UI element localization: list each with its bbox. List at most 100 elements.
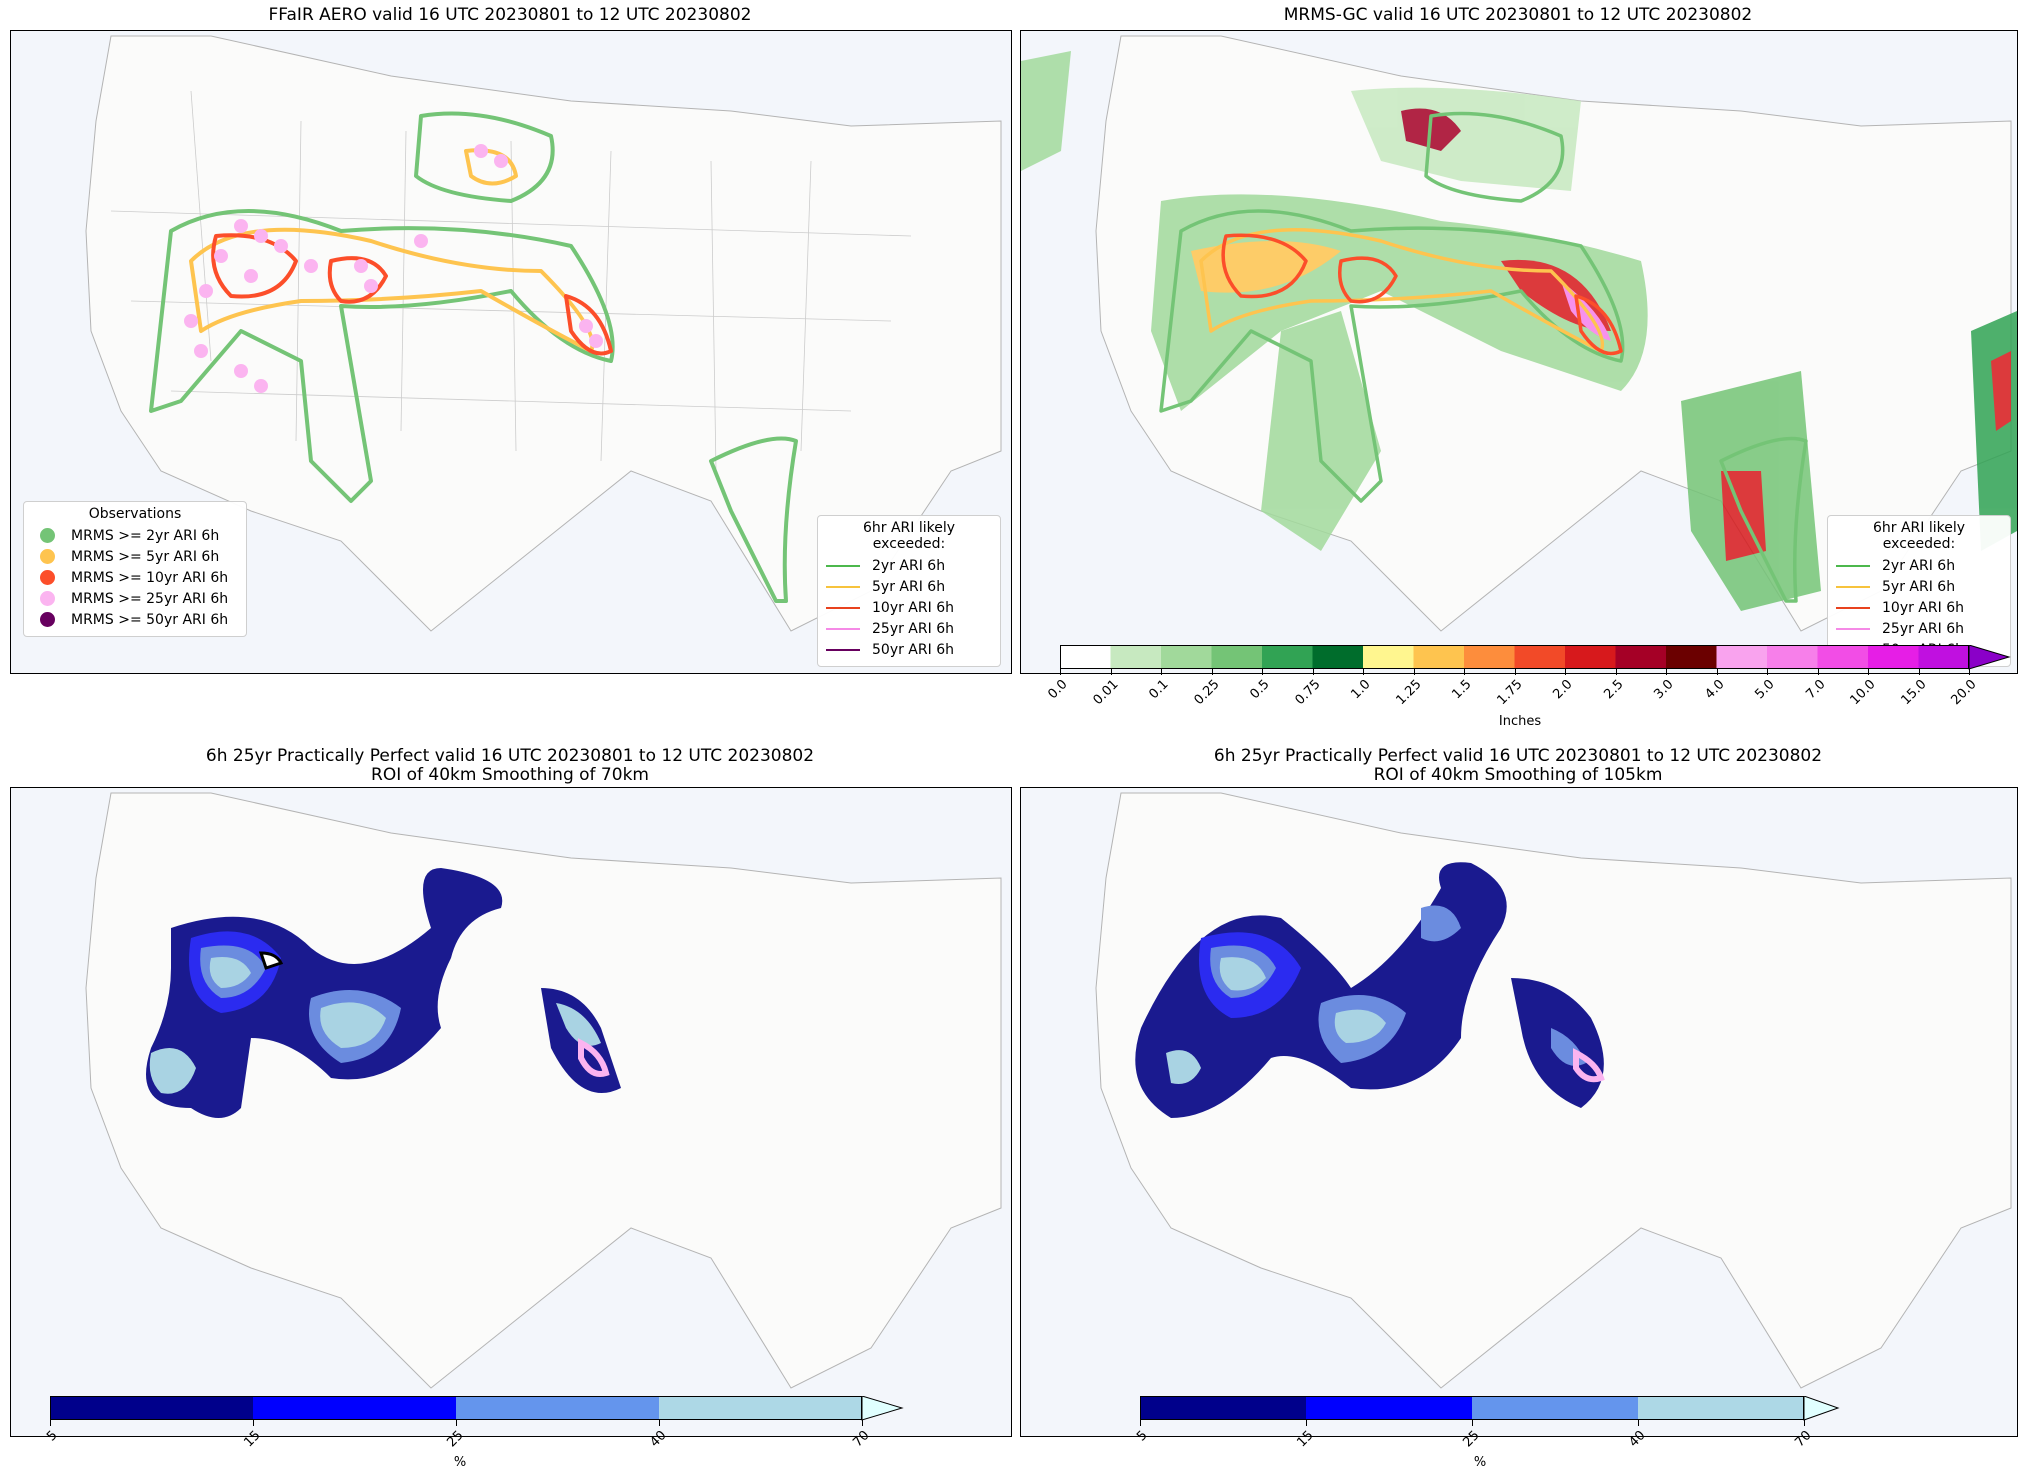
ari-50yr-swatch <box>826 648 860 651</box>
colorbar-segment <box>1140 1396 1306 1420</box>
ari-legend-title: 6hr ARI likely exceeded: <box>1872 520 1966 552</box>
ari-5yr-swatch <box>1836 585 1870 588</box>
colorbar-tick-mark <box>1868 669 1869 675</box>
colorbar-segment <box>1767 645 1818 669</box>
contour-2yr-main <box>149 209 615 503</box>
observations-legend: Observations MRMS >= 2yr ARI 6h MRMS >= … <box>23 501 247 637</box>
colorbar-segment <box>1262 645 1313 669</box>
colorbar-tick-mark <box>1110 669 1112 675</box>
ari-legend-row: 50yr ARI 6h <box>826 639 992 660</box>
ari-legend-label: 5yr ARI 6h <box>872 578 946 595</box>
ari-legend-row: 5yr ARI 6h <box>826 576 992 597</box>
ari-legend-row: 25yr ARI 6h <box>1836 618 2002 639</box>
colorbar-segment <box>1413 645 1464 669</box>
ari-legend-panel-1: 6hr ARI likely exceeded: 2yr ARI 6h 5yr … <box>817 515 1001 667</box>
colorbar-segment <box>1161 645 1212 669</box>
colorbar-tick-mark <box>1472 1420 1473 1426</box>
land-mass <box>85 792 1002 1389</box>
contour-2yr-north <box>1424 111 1565 203</box>
ari-10yr-swatch <box>826 606 860 609</box>
panel-4-title: 6h 25yr Practically Perfect valid 16 UTC… <box>1020 747 2016 785</box>
obs-legend-row: MRMS >= 5yr ARI 6h <box>32 546 238 567</box>
colorbar-tick-mark <box>50 1420 51 1426</box>
ari-legend-label: 25yr ARI 6h <box>872 620 954 637</box>
panel-4-title-line1: 6h 25yr Practically Perfect valid 16 UTC… <box>1213 746 1823 766</box>
colorbar-tick-mark <box>1306 1420 1307 1426</box>
panel-3-title-line1: 6h 25yr Practically Perfect valid 16 UTC… <box>205 746 815 766</box>
mrms-map-svg <box>1021 35 2017 632</box>
colorbar-outline <box>1060 645 1969 669</box>
contour-10yr-c <box>564 294 613 356</box>
contour-10yr-a <box>1221 233 1308 299</box>
pp70-map-svg <box>85 792 1002 1389</box>
ari-2yr-swatch <box>1836 564 1870 567</box>
colorbar-segment <box>1472 1396 1638 1420</box>
precip-colorbar-label: Inches <box>1498 714 1542 729</box>
panel-1-map: Observations MRMS >= 2yr ARI 6h MRMS >= … <box>10 30 1012 674</box>
colorbar-segment <box>1306 1396 1472 1420</box>
obs-25yr-points <box>184 144 603 393</box>
contour-2yr-north <box>414 111 555 203</box>
prob-colorbar-label-panel-3: % <box>453 1455 467 1470</box>
colorbar-tick-mark <box>253 1420 254 1426</box>
colorbar-tick-mark <box>659 1420 660 1426</box>
ari-legend-label: 2yr ARI 6h <box>1882 557 1956 574</box>
ari-legend-label: 50yr ARI 6h <box>872 641 954 658</box>
ari-legend-label: 10yr ARI 6h <box>872 599 954 616</box>
obs-10yr-marker <box>40 570 55 585</box>
precip-colorbar <box>1060 645 2011 670</box>
colorbar-segment <box>1868 645 1919 669</box>
contour-2yr-main <box>1159 209 1625 503</box>
colorbar-segment <box>1716 645 1767 669</box>
prob-field-105km <box>1135 862 1605 1118</box>
ari-legend-row: 2yr ARI 6h <box>826 555 992 576</box>
colorbar-tick-mark <box>1363 669 1364 675</box>
obs-legend-row: MRMS >= 2yr ARI 6h <box>32 525 238 546</box>
obs-5yr-marker <box>40 549 55 564</box>
colorbar-outline <box>1140 1396 1804 1420</box>
colorbar-tick-mark <box>1312 669 1314 675</box>
pp105-map-svg <box>1095 792 2012 1389</box>
obs-legend-row: MRMS >= 10yr ARI 6h <box>32 567 238 588</box>
precip-field <box>1021 51 2017 611</box>
colorbar-tick-mark <box>1161 669 1162 675</box>
obs-legend-row: MRMS >= 25yr ARI 6h <box>32 588 238 609</box>
panel-3-map <box>10 787 1012 1437</box>
prob-colorbar-panel-3 <box>50 1396 904 1421</box>
colorbar-segment <box>456 1396 659 1420</box>
panel-3-title: 6h 25yr Practically Perfect valid 16 UTC… <box>10 747 1010 785</box>
obs-legend-label: MRMS >= 2yr ARI 6h <box>71 527 220 544</box>
colorbar-segment <box>659 1396 862 1420</box>
colorbar-tick-mark <box>1615 669 1617 675</box>
ari-5yr-swatch <box>826 585 860 588</box>
obs-legend-label: MRMS >= 10yr ARI 6h <box>71 569 229 586</box>
ari-legend-label: 25yr ARI 6h <box>1882 620 1964 637</box>
colorbar-extension-arrow <box>1803 1396 1840 1421</box>
colorbar-tick-mark <box>456 1420 457 1426</box>
ari-2yr-swatch <box>826 564 860 567</box>
colorbar-tick-mark <box>1817 669 1819 675</box>
ari-legend-row: 25yr ARI 6h <box>826 618 992 639</box>
observations-legend-title: Observations <box>88 506 182 522</box>
colorbar-tick-mark <box>1262 669 1263 675</box>
panel-2-title: MRMS-GC valid 16 UTC 20230801 to 12 UTC … <box>1283 5 1753 25</box>
colorbar-segment <box>253 1396 456 1420</box>
obs-25yr-marker <box>40 591 55 606</box>
ari-10yr-swatch <box>1836 606 1870 609</box>
colorbar-segment <box>1464 645 1515 669</box>
contour-5yr-north <box>464 148 518 186</box>
obs-2yr-marker <box>40 528 55 543</box>
colorbar-segment <box>1638 1396 1804 1420</box>
ari-legend-row: 2yr ARI 6h <box>1836 555 2002 576</box>
ari-25yr-swatch <box>826 627 860 630</box>
aero-map-svg <box>85 35 1002 632</box>
ari-legend-row: 10yr ARI 6h <box>1836 597 2002 618</box>
colorbar-tick-mark <box>1060 669 1061 675</box>
colorbar-extension-arrow <box>861 1396 904 1421</box>
obs-legend-label: MRMS >= 50yr ARI 6h <box>71 611 229 628</box>
colorbar-tick-mark <box>1565 669 1566 675</box>
colorbar-tick-mark <box>1804 1420 1805 1426</box>
land-mass <box>85 35 1002 632</box>
ari-legend-title: 6hr ARI likely exceeded: <box>862 520 956 552</box>
colorbar-extension-arrow <box>1968 645 2011 670</box>
